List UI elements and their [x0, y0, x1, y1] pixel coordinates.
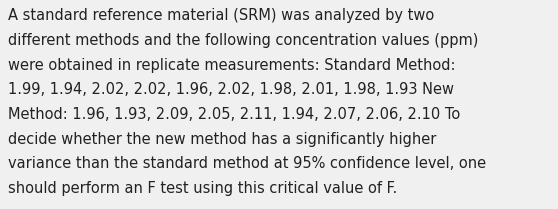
Text: different methods and the following concentration values (ppm): different methods and the following conc…	[8, 33, 479, 48]
Text: variance than the standard method at 95% confidence level, one: variance than the standard method at 95%…	[8, 156, 487, 171]
Text: A standard reference material (SRM) was analyzed by two: A standard reference material (SRM) was …	[8, 8, 435, 23]
Text: decide whether the new method has a significantly higher: decide whether the new method has a sign…	[8, 132, 437, 147]
Text: should perform an F test using this critical value of F.: should perform an F test using this crit…	[8, 181, 398, 196]
Text: Method: 1.96, 1.93, 2.09, 2.05, 2.11, 1.94, 2.07, 2.06, 2.10 To: Method: 1.96, 1.93, 2.09, 2.05, 2.11, 1.…	[8, 107, 460, 122]
Text: 1.99, 1.94, 2.02, 2.02, 1.96, 2.02, 1.98, 2.01, 1.98, 1.93 New: 1.99, 1.94, 2.02, 2.02, 1.96, 2.02, 1.98…	[8, 82, 454, 97]
Text: were obtained in replicate measurements: Standard Method:: were obtained in replicate measurements:…	[8, 58, 456, 73]
